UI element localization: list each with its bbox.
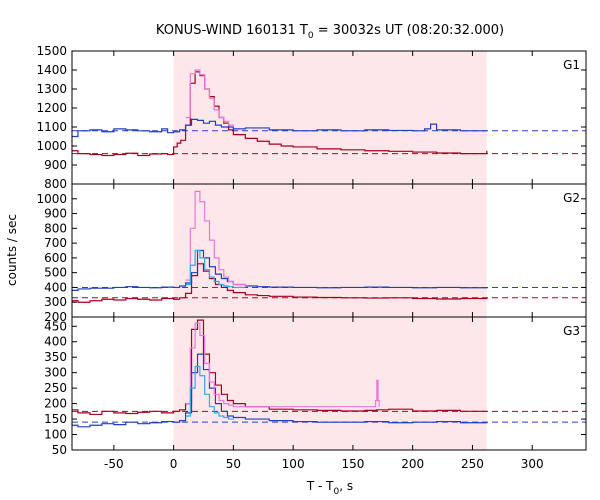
panel-g1: 800 900 1000 1100 1200 1300 1400 1500 G1: [36, 44, 587, 191]
series-pink: [185, 190, 246, 287]
panel-label: G2: [563, 191, 580, 205]
series-blue: [72, 249, 488, 291]
series-red: [72, 263, 488, 303]
highlight-interval: [173, 184, 487, 317]
x-tick-label: 50: [226, 457, 241, 471]
highlight-interval: [173, 317, 487, 450]
highlight-interval: [173, 51, 487, 184]
y-tick-label: 150: [44, 412, 67, 426]
y-tick-label: 300: [44, 295, 67, 309]
y-tick-label: 1400: [36, 63, 67, 77]
y-tick-label: 800: [44, 221, 67, 235]
panel-label: G3: [563, 324, 580, 338]
y-tick-label: 800: [44, 177, 67, 191]
y-tick-label: 300: [44, 366, 67, 380]
y-tick-label: 100: [44, 428, 67, 442]
y-tick-label: 1300: [36, 82, 67, 96]
y-tick-label: 400: [44, 280, 67, 294]
y-tick-label: 1200: [36, 101, 67, 115]
x-axis-label: T - T0, s: [306, 479, 353, 497]
x-tick-label: 150: [341, 457, 364, 471]
panel-frame: [71, 316, 587, 451]
y-tick-label: 1100: [36, 120, 67, 134]
series-pink: [185, 69, 234, 127]
y-tick-label: 1000: [36, 192, 67, 206]
series-pink: [185, 322, 380, 408]
y-tick-label: 50: [52, 443, 67, 457]
y-tick-label: 900: [44, 158, 67, 172]
y-tick-label: 500: [44, 266, 67, 280]
chart-title: KONUS-WIND 160131 T0 = 30032s UT (08:20:…: [156, 23, 504, 41]
y-tick-label: 700: [44, 236, 67, 250]
y-tick-label: 400: [44, 335, 67, 349]
x-tick-label: 0: [170, 457, 178, 471]
x-tick-label: 300: [521, 457, 544, 471]
x-tick-label: -50: [104, 457, 124, 471]
x-tick-label: 250: [461, 457, 484, 471]
y-tick-label: 200: [44, 310, 67, 324]
y-tick-label: 450: [44, 319, 67, 333]
y-tick-label: 600: [44, 251, 67, 265]
y-tick-label: 900: [44, 207, 67, 221]
y-tick-label: 200: [44, 397, 67, 411]
x-tick-label: 100: [282, 457, 305, 471]
y-axis-label: counts / sec: [5, 214, 19, 286]
y-tick-label: 1500: [36, 44, 67, 58]
y-tick-label: 350: [44, 350, 67, 364]
series-cyan: [185, 365, 234, 420]
y-tick-label: 1000: [36, 139, 67, 153]
x-tick-label: 200: [401, 457, 424, 471]
series-cyan: [185, 249, 246, 289]
panel-label: G1: [563, 58, 580, 72]
y-tick-label: 250: [44, 381, 67, 395]
series-blue: [72, 118, 487, 138]
series-red: [72, 319, 487, 416]
